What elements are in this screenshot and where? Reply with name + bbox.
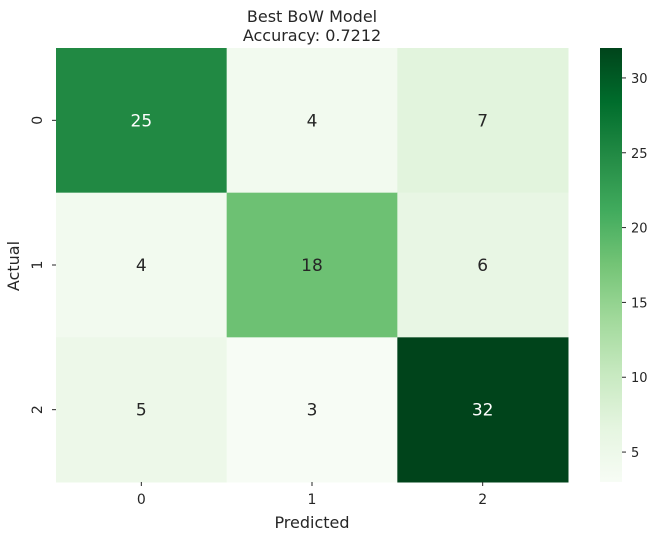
cell-value-label: 5	[136, 401, 147, 421]
heatmap-cell-2-1	[226, 337, 398, 483]
cell-value-label: 4	[307, 111, 318, 131]
chart-title: Best BoW Model	[247, 7, 377, 26]
colorbar-tick-label: 30	[631, 72, 648, 87]
x-tick-label: 1	[308, 492, 317, 508]
chart-subtitle: Accuracy: 0.7212	[243, 26, 381, 45]
cell-value-label: 6	[477, 256, 488, 276]
heatmap-cell-1-0	[56, 192, 228, 338]
x-axis-label: Predicted	[274, 513, 349, 532]
cell-value-label: 25	[131, 111, 153, 131]
colorbar-ticks: 5 10 15 20 25 30	[622, 72, 648, 461]
heatmap-cell-0-2	[397, 48, 569, 194]
colorbar-tick-label: 25	[631, 147, 648, 162]
y-tick-label: 1	[30, 261, 46, 270]
heatmap-cells: 25 4 7 4 18 6 5 3 32	[56, 48, 569, 483]
cell-value-label: 4	[136, 256, 147, 276]
x-tick-label: 2	[478, 492, 487, 508]
heatmap-cell-2-2	[397, 337, 569, 483]
y-axis-label: Actual	[4, 241, 23, 291]
cell-value-label: 18	[301, 256, 323, 276]
colorbar-tick-label: 5	[631, 446, 639, 461]
colorbar-tick-label: 15	[631, 296, 648, 311]
y-tick-labels: 0 1 2	[30, 116, 56, 414]
y-tick-label: 2	[30, 405, 46, 414]
cell-value-label: 7	[477, 111, 488, 131]
colorbar-tick-label: 10	[631, 371, 648, 386]
x-tick-labels: 0 1 2	[137, 482, 487, 508]
colorbar	[600, 48, 622, 482]
heatmap-cell-0-0	[56, 48, 228, 194]
y-tick-label: 0	[30, 116, 46, 125]
x-tick-label: 0	[137, 492, 146, 508]
heatmap-cell-2-0	[56, 337, 228, 483]
heatmap-cell-1-2	[397, 192, 569, 338]
heatmap-cell-1-1	[226, 192, 398, 338]
cell-value-label: 32	[472, 401, 494, 421]
heatmap-cell-0-1	[226, 48, 398, 194]
colorbar-tick-label: 20	[631, 222, 648, 237]
cell-value-label: 3	[307, 401, 318, 421]
